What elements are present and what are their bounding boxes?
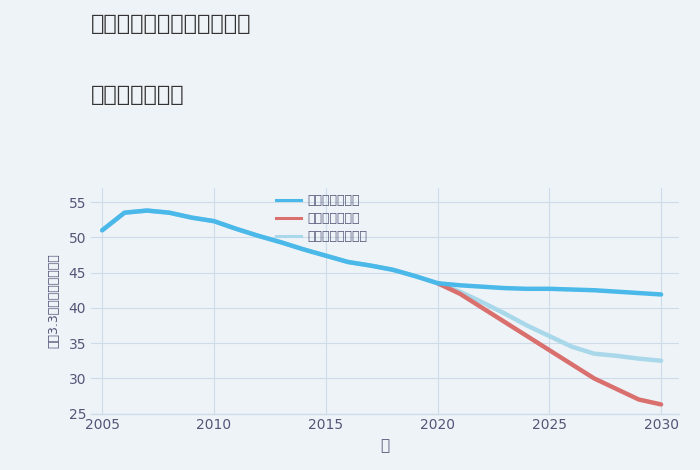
グッドシナリオ [299, 246, 307, 252]
グッドシナリオ [210, 218, 218, 224]
グッドシナリオ [590, 287, 598, 293]
バッドシナリオ [523, 333, 531, 339]
グッドシナリオ [500, 285, 509, 291]
バッドシナリオ [433, 280, 442, 286]
バッドシナリオ [456, 291, 464, 297]
Y-axis label: 坪（3.3㎡）単価（万円）: 坪（3.3㎡）単価（万円） [48, 253, 60, 348]
グッドシナリオ [389, 267, 397, 273]
Line: ノーマルシナリオ: ノーマルシナリオ [102, 211, 661, 361]
グッドシナリオ [276, 239, 285, 245]
ノーマルシナリオ [210, 218, 218, 224]
ノーマルシナリオ [344, 259, 352, 265]
ノーマルシナリオ [433, 280, 442, 286]
グッドシナリオ [545, 286, 554, 291]
グッドシナリオ [478, 284, 486, 290]
グッドシナリオ [321, 253, 330, 258]
バッドシナリオ [500, 319, 509, 325]
グッドシナリオ [612, 289, 621, 294]
Line: バッドシナリオ: バッドシナリオ [438, 283, 661, 404]
ノーマルシナリオ [165, 210, 174, 215]
ノーマルシナリオ [232, 226, 241, 232]
グッドシナリオ [120, 210, 129, 215]
Text: 兵庫県姫路市北条宮の町の: 兵庫県姫路市北条宮の町の [91, 14, 251, 34]
グッドシナリオ [366, 263, 375, 268]
グッドシナリオ [165, 210, 174, 215]
ノーマルシナリオ [143, 208, 151, 213]
バッドシナリオ [545, 347, 554, 353]
X-axis label: 年: 年 [380, 438, 390, 453]
ノーマルシナリオ [545, 333, 554, 339]
ノーマルシナリオ [657, 358, 665, 364]
ノーマルシナリオ [590, 351, 598, 357]
バッドシナリオ [635, 397, 643, 402]
バッドシナリオ [612, 386, 621, 392]
グッドシナリオ [568, 287, 576, 292]
グッドシナリオ [188, 215, 196, 220]
ノーマルシナリオ [411, 274, 419, 279]
ノーマルシナリオ [456, 289, 464, 294]
グッドシナリオ [344, 259, 352, 265]
バッドシナリオ [590, 376, 598, 381]
グッドシナリオ [433, 280, 442, 286]
ノーマルシナリオ [389, 267, 397, 273]
グッドシナリオ [456, 282, 464, 288]
グッドシナリオ [411, 274, 419, 279]
バッドシナリオ [657, 401, 665, 407]
ノーマルシナリオ [98, 227, 106, 233]
グッドシナリオ [523, 286, 531, 291]
グッドシナリオ [255, 233, 263, 239]
ノーマルシナリオ [568, 344, 576, 350]
ノーマルシナリオ [321, 253, 330, 258]
グッドシナリオ [98, 227, 106, 233]
ノーマルシナリオ [276, 239, 285, 245]
ノーマルシナリオ [478, 299, 486, 305]
Text: 土地の価格推移: 土地の価格推移 [91, 85, 185, 105]
バッドシナリオ [568, 361, 576, 367]
ノーマルシナリオ [612, 353, 621, 359]
グッドシナリオ [635, 290, 643, 296]
グッドシナリオ [232, 226, 241, 232]
グッドシナリオ [657, 291, 665, 298]
バッドシナリオ [478, 305, 486, 311]
グッドシナリオ [143, 208, 151, 213]
ノーマルシナリオ [635, 356, 643, 361]
ノーマルシナリオ [366, 263, 375, 268]
ノーマルシナリオ [523, 322, 531, 328]
ノーマルシナリオ [500, 311, 509, 316]
ノーマルシナリオ [120, 210, 129, 215]
Legend: グッドシナリオ, バッドシナリオ, ノーマルシナリオ: グッドシナリオ, バッドシナリオ, ノーマルシナリオ [276, 194, 367, 243]
ノーマルシナリオ [255, 233, 263, 239]
Line: グッドシナリオ: グッドシナリオ [102, 211, 661, 294]
ノーマルシナリオ [299, 246, 307, 252]
ノーマルシナリオ [188, 215, 196, 220]
